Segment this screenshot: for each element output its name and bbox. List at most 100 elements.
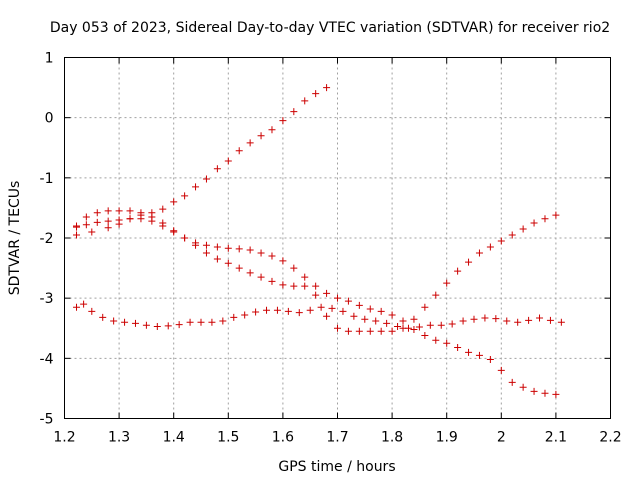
data-point-plus xyxy=(301,273,309,281)
data-point-plus xyxy=(257,249,265,257)
data-point-plus xyxy=(290,108,298,116)
data-point-plus xyxy=(552,390,560,398)
data-point-plus xyxy=(263,306,271,314)
data-point-plus xyxy=(170,227,178,235)
data-point-plus xyxy=(344,297,352,305)
data-point-plus xyxy=(273,306,281,314)
data-point-plus xyxy=(328,304,336,312)
data-point-plus xyxy=(312,282,320,290)
data-point-plus xyxy=(410,315,418,323)
data-point-plus xyxy=(115,216,123,224)
data-point-plus xyxy=(508,231,516,239)
y-axis-label: SDTVAR / TECUs xyxy=(7,181,23,296)
data-point-plus xyxy=(486,356,494,364)
data-point-plus xyxy=(192,241,200,249)
x-tick-label: 1.6 xyxy=(272,430,294,446)
data-point-plus xyxy=(202,249,210,257)
data-point-plus xyxy=(388,327,396,335)
series-track-falling-to-4.6 xyxy=(73,215,560,398)
data-point-plus xyxy=(88,307,96,315)
data-point-plus xyxy=(115,207,123,215)
data-point-plus xyxy=(230,313,238,321)
data-point-plus xyxy=(257,273,265,281)
data-point-plus xyxy=(410,325,418,333)
data-point-plus xyxy=(224,244,232,252)
data-point-plus xyxy=(235,147,243,155)
data-point-plus xyxy=(465,258,473,266)
x-tick-label: 1.8 xyxy=(381,430,403,446)
data-point-plus xyxy=(421,331,429,339)
data-point-plus xyxy=(290,264,298,272)
data-point-plus xyxy=(377,327,385,335)
data-point-plus xyxy=(80,300,88,308)
grid xyxy=(64,57,611,419)
data-point-plus xyxy=(421,303,429,311)
data-point-plus xyxy=(197,318,205,326)
data-point-plus xyxy=(519,225,527,233)
data-point-plus xyxy=(399,317,407,325)
y-tick-label: -2 xyxy=(40,231,54,247)
data-point-plus xyxy=(213,255,221,263)
data-point-plus xyxy=(514,318,522,326)
data-point-plus xyxy=(93,209,101,217)
data-point-plus xyxy=(148,213,156,221)
data-point-plus xyxy=(350,312,358,320)
data-point-plus xyxy=(279,281,287,289)
x-tick-label: 1.5 xyxy=(217,430,239,446)
data-point-plus xyxy=(394,322,402,330)
data-point-plus xyxy=(459,317,467,325)
data-point-plus xyxy=(536,314,544,322)
x-tick-label: 1.2 xyxy=(53,430,75,446)
data-point-plus xyxy=(153,322,161,330)
x-tick-label: 2 xyxy=(497,430,506,446)
data-point-plus xyxy=(202,241,210,249)
data-point-plus xyxy=(279,117,287,125)
data-point-plus xyxy=(497,237,505,245)
data-point-plus xyxy=(426,321,434,329)
data-point-plus xyxy=(481,314,489,322)
data-point-plus xyxy=(530,219,538,227)
data-point-plus xyxy=(137,215,145,223)
data-point-plus xyxy=(235,264,243,272)
data-point-plus xyxy=(224,259,232,267)
data-point-plus xyxy=(415,323,423,331)
y-tick-label: -1 xyxy=(40,171,54,187)
data-points xyxy=(73,84,565,398)
data-point-plus xyxy=(104,224,112,232)
data-point-plus xyxy=(213,243,221,251)
data-point-plus xyxy=(290,282,298,290)
x-tick-label: 2.1 xyxy=(545,430,567,446)
data-point-plus xyxy=(323,312,331,320)
data-point-plus xyxy=(432,291,440,299)
data-point-plus xyxy=(284,307,292,315)
data-point-plus xyxy=(88,228,96,236)
data-point-plus xyxy=(465,348,473,356)
data-point-plus xyxy=(525,316,533,324)
data-point-plus xyxy=(82,213,90,221)
data-point-plus xyxy=(454,344,462,352)
data-point-plus xyxy=(443,279,451,287)
data-point-plus xyxy=(312,291,320,299)
data-point-plus xyxy=(383,319,391,327)
data-point-plus xyxy=(454,267,462,275)
data-point-plus xyxy=(104,217,112,225)
data-point-plus xyxy=(470,315,478,323)
data-point-plus xyxy=(164,322,172,330)
y-tick-label: 1 xyxy=(45,51,54,67)
data-point-plus xyxy=(181,192,189,200)
data-point-plus xyxy=(257,132,265,140)
data-point-plus xyxy=(235,245,243,253)
data-point-plus xyxy=(443,339,451,347)
data-point-plus xyxy=(142,321,150,329)
data-point-plus xyxy=(334,294,341,302)
x-tick-label: 1.9 xyxy=(436,430,458,446)
data-point-plus xyxy=(219,317,227,325)
data-point-plus xyxy=(246,139,254,147)
data-point-plus xyxy=(475,249,483,257)
data-point-plus xyxy=(126,215,134,223)
data-point-plus xyxy=(448,320,456,328)
series-track-dip-and-recover xyxy=(73,207,560,335)
data-point-plus xyxy=(432,336,440,344)
chart-title: Day 053 of 2023, Sidereal Day-to-day VTE… xyxy=(50,20,610,36)
